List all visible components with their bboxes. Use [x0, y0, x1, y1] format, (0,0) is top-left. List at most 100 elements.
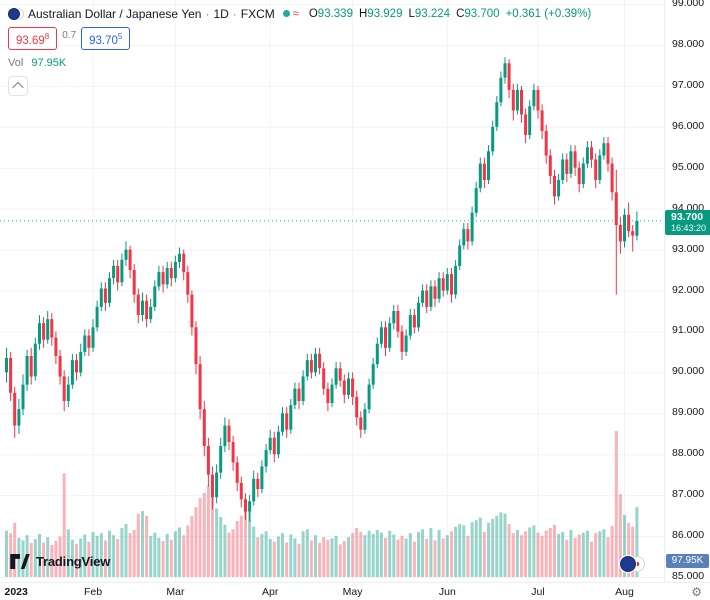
buy-ask-button[interactable]: 93.705 — [81, 27, 131, 50]
chart-pane[interactable]: Australian Dollar / Japanese Yen · 1D · … — [0, 0, 664, 582]
time-tick-label: Jun — [438, 586, 456, 598]
candle-body — [17, 409, 21, 426]
candle-body — [515, 89, 519, 111]
timeframe-label[interactable]: 1D — [213, 6, 229, 21]
volume-bar — [149, 535, 153, 577]
candle-body — [38, 323, 41, 344]
volume-bar — [108, 530, 111, 577]
candle-body — [54, 337, 58, 356]
volume-bar — [244, 504, 247, 577]
symbol-title[interactable]: Australian Dollar / Japanese Yen — [28, 6, 202, 21]
candle-body — [198, 364, 202, 410]
price-tick-label: 92.000 — [672, 283, 705, 296]
candle-body — [392, 311, 396, 324]
candle-body — [511, 89, 515, 111]
bar-countdown: 16:43:20 — [671, 222, 707, 233]
volume-bar — [417, 531, 420, 577]
volume-bar — [375, 530, 379, 577]
candle-body — [454, 265, 458, 295]
candle-body — [281, 413, 284, 432]
volume-bar — [79, 538, 83, 577]
time-tick-label: Apr — [262, 586, 279, 598]
volume-bar — [441, 538, 445, 577]
legend-collapse-button[interactable] — [8, 75, 28, 96]
candle-body — [573, 151, 577, 168]
volume-bar — [342, 541, 346, 577]
time-tick-label: Mar — [166, 586, 185, 598]
volume-bar — [46, 537, 50, 577]
candle-body — [470, 212, 474, 242]
candle-body — [487, 151, 490, 180]
volume-bar — [359, 531, 363, 577]
volume-bar — [392, 534, 396, 577]
candle-body — [627, 214, 631, 232]
candle-body — [412, 315, 416, 328]
candle-body — [21, 384, 25, 410]
volume-bar — [503, 513, 507, 577]
price-tick-label: 99.000 — [672, 0, 705, 9]
volume-bar — [178, 527, 181, 577]
volume-bar — [590, 541, 593, 577]
volume-bar — [161, 541, 165, 577]
volume-bar — [520, 535, 523, 577]
candlestick-chart[interactable] — [0, 0, 664, 582]
price-tick-label: 93.000 — [672, 242, 705, 255]
candle-body — [145, 300, 149, 320]
volume-bar — [281, 533, 284, 577]
exchange-label[interactable]: FXCM — [240, 6, 275, 21]
candle-body — [75, 360, 78, 373]
candle-body — [5, 358, 8, 373]
volume-bar — [553, 524, 556, 577]
volume-bar — [557, 533, 561, 577]
candle-body — [116, 265, 120, 283]
tradingview-logo[interactable]: TradingView — [10, 554, 110, 569]
candle-body — [252, 478, 256, 502]
candle-body — [70, 360, 74, 385]
volume-bar — [297, 543, 301, 577]
volume-bar — [433, 540, 437, 577]
candle-body — [248, 501, 252, 512]
tradingview-logo-icon — [10, 554, 30, 569]
volume-bar — [507, 524, 511, 577]
candle-body — [565, 159, 569, 174]
settings-gear-icon[interactable]: ⚙ — [691, 585, 702, 599]
volume-bar — [285, 542, 289, 577]
candle-body — [169, 268, 173, 279]
candle-body — [338, 368, 342, 381]
delayed-data-icon[interactable]: ≈ — [292, 7, 299, 20]
market-open-dot-icon[interactable] — [282, 10, 290, 17]
candle-body — [314, 353, 317, 373]
volume-bar — [157, 537, 161, 577]
volume-bar — [268, 539, 272, 577]
candle-body — [83, 335, 87, 352]
candle-body — [173, 261, 177, 279]
volume-bar — [330, 538, 334, 577]
volume-bar — [495, 515, 499, 577]
candle-body — [602, 143, 606, 156]
volume-bar — [606, 537, 610, 577]
candle-body — [548, 155, 552, 176]
time-scale[interactable]: ⚙ 2023 Feb Mar Apr May Jun Jul Aug — [0, 582, 710, 600]
volume-bar — [623, 515, 626, 577]
volume-bar — [581, 532, 585, 577]
volume-bar — [371, 533, 375, 577]
candle-body — [528, 106, 532, 135]
candle-body — [87, 335, 91, 348]
candle-body — [25, 356, 29, 385]
candle-body — [289, 405, 293, 430]
volume-bar — [577, 534, 581, 577]
change-value: +0.361 (+0.39%) — [505, 7, 592, 20]
volume-bar — [235, 520, 239, 577]
volume-bar — [293, 538, 297, 577]
volume-bar — [169, 539, 173, 577]
volume-bar — [29, 543, 33, 577]
volume-bar — [314, 535, 317, 577]
price-scale[interactable]: 93.700 16:43:20 97.95K 99.000 98.000 97.00… — [664, 0, 710, 582]
volume-bar — [618, 494, 622, 577]
sell-bid-button[interactable]: 93.698 — [8, 27, 58, 50]
volume-bar — [412, 541, 416, 577]
candle-body — [433, 286, 437, 299]
volume-bar — [470, 522, 474, 577]
volume-bar — [462, 525, 466, 577]
volume-bar — [70, 539, 74, 577]
